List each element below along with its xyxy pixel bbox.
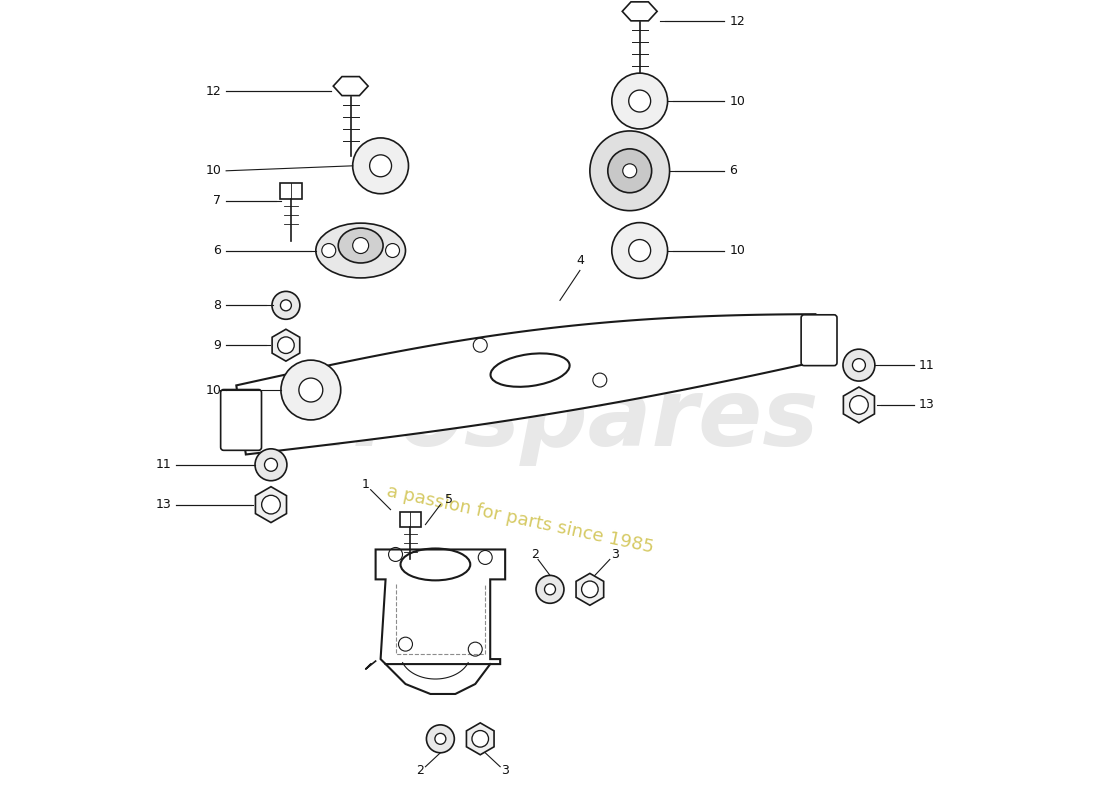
Circle shape — [612, 222, 668, 278]
Circle shape — [608, 149, 651, 193]
Circle shape — [852, 358, 866, 371]
Circle shape — [623, 164, 637, 178]
Circle shape — [386, 243, 399, 258]
Circle shape — [255, 449, 287, 481]
Polygon shape — [375, 550, 505, 664]
Circle shape — [280, 300, 292, 311]
Text: 10: 10 — [729, 94, 746, 107]
Text: 6: 6 — [213, 244, 221, 257]
Circle shape — [264, 458, 277, 471]
Text: 7: 7 — [213, 194, 221, 207]
Text: 6: 6 — [729, 164, 737, 178]
Text: 9: 9 — [213, 338, 221, 352]
Text: a passion for parts since 1985: a passion for parts since 1985 — [385, 482, 656, 557]
Circle shape — [434, 734, 446, 744]
Circle shape — [262, 495, 280, 514]
Circle shape — [843, 349, 874, 381]
Circle shape — [322, 243, 335, 258]
Text: 11: 11 — [155, 458, 172, 471]
Text: 11: 11 — [918, 358, 935, 372]
Text: 3: 3 — [502, 764, 509, 778]
Text: eurospares: eurospares — [221, 374, 818, 466]
FancyBboxPatch shape — [221, 390, 262, 450]
Circle shape — [472, 730, 488, 747]
Ellipse shape — [316, 223, 406, 278]
Circle shape — [849, 396, 868, 414]
Circle shape — [536, 575, 564, 603]
Text: 2: 2 — [417, 764, 425, 778]
Text: 13: 13 — [155, 498, 172, 511]
FancyBboxPatch shape — [279, 182, 301, 198]
Text: 3: 3 — [610, 548, 618, 561]
Circle shape — [582, 581, 598, 598]
Polygon shape — [236, 314, 822, 454]
Polygon shape — [255, 486, 286, 522]
Circle shape — [277, 337, 294, 354]
Text: 10: 10 — [206, 383, 221, 397]
Text: 5: 5 — [446, 493, 453, 506]
Circle shape — [629, 90, 650, 112]
Text: 4: 4 — [576, 254, 584, 267]
FancyBboxPatch shape — [801, 314, 837, 366]
Text: 8: 8 — [213, 299, 221, 312]
Text: 10: 10 — [729, 244, 746, 257]
Text: 13: 13 — [918, 398, 935, 411]
Polygon shape — [333, 77, 369, 95]
Circle shape — [370, 155, 392, 177]
Circle shape — [272, 291, 300, 319]
Circle shape — [544, 584, 556, 595]
Polygon shape — [576, 574, 604, 606]
Text: 12: 12 — [206, 85, 221, 98]
Ellipse shape — [338, 228, 383, 263]
Circle shape — [299, 378, 322, 402]
Circle shape — [590, 131, 670, 210]
Polygon shape — [272, 330, 299, 361]
Circle shape — [353, 238, 369, 254]
Polygon shape — [466, 723, 494, 754]
Circle shape — [629, 239, 650, 262]
Polygon shape — [623, 2, 657, 21]
Circle shape — [427, 725, 454, 753]
Circle shape — [612, 73, 668, 129]
Text: 12: 12 — [729, 15, 745, 28]
Polygon shape — [844, 387, 875, 423]
Text: 10: 10 — [206, 164, 221, 178]
Text: 2: 2 — [531, 548, 539, 561]
Circle shape — [353, 138, 408, 194]
Text: 1: 1 — [362, 478, 370, 491]
Circle shape — [280, 360, 341, 420]
FancyBboxPatch shape — [399, 512, 421, 527]
